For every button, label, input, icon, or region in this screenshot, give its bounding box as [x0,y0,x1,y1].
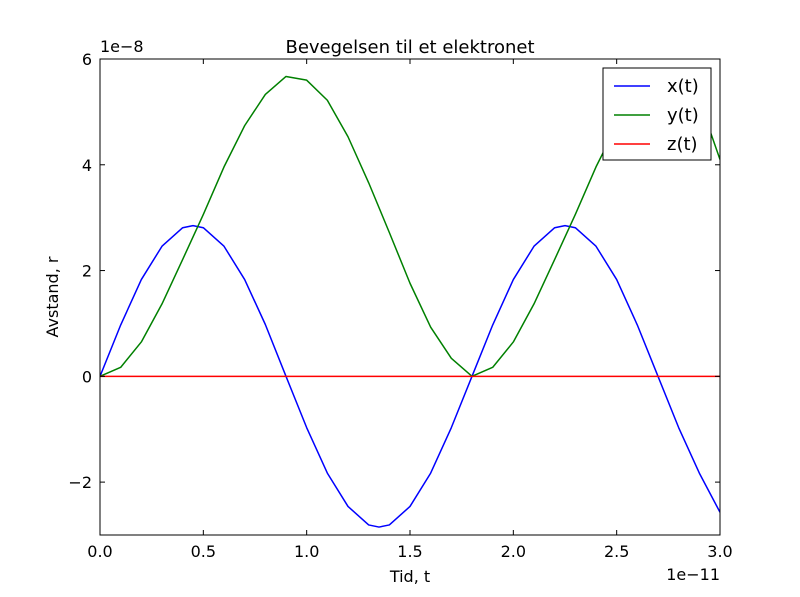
legend: x(t) y(t) z(t) [602,67,712,161]
y-tick-label: 6 [82,50,92,69]
y-offset-label: 1e−8 [100,37,144,56]
legend-label: z(t) [667,134,698,155]
x-axis-ticks: 0.0 0.5 1.0 1.5 2.0 2.5 3.0 [87,59,733,561]
y-tick-label: 0 [82,367,92,386]
x-tick-label: 2.0 [501,542,526,561]
y-tick-label: 4 [82,156,92,175]
x-tick-label: 0.0 [87,542,112,561]
y-tick-label: 2 [82,262,92,281]
legend-label: y(t) [667,105,699,126]
y-tick-label: −2 [68,473,92,492]
x-offset-label: 1e−11 [666,565,720,584]
legend-label: x(t) [667,76,699,97]
y-axis-ticks: −2 0 2 4 6 [68,50,720,492]
x-tick-label: 2.5 [604,542,629,561]
x-tick-label: 3.0 [707,542,732,561]
chart-title: Bevegelsen til et elektronet [285,37,534,58]
x-tick-label: 1.5 [397,542,422,561]
y-axis-label: Avstand, r [43,256,62,337]
x-tick-label: 0.5 [191,542,216,561]
x-tick-label: 1.0 [294,542,319,561]
x-axis-label: Tid, t [389,567,430,586]
